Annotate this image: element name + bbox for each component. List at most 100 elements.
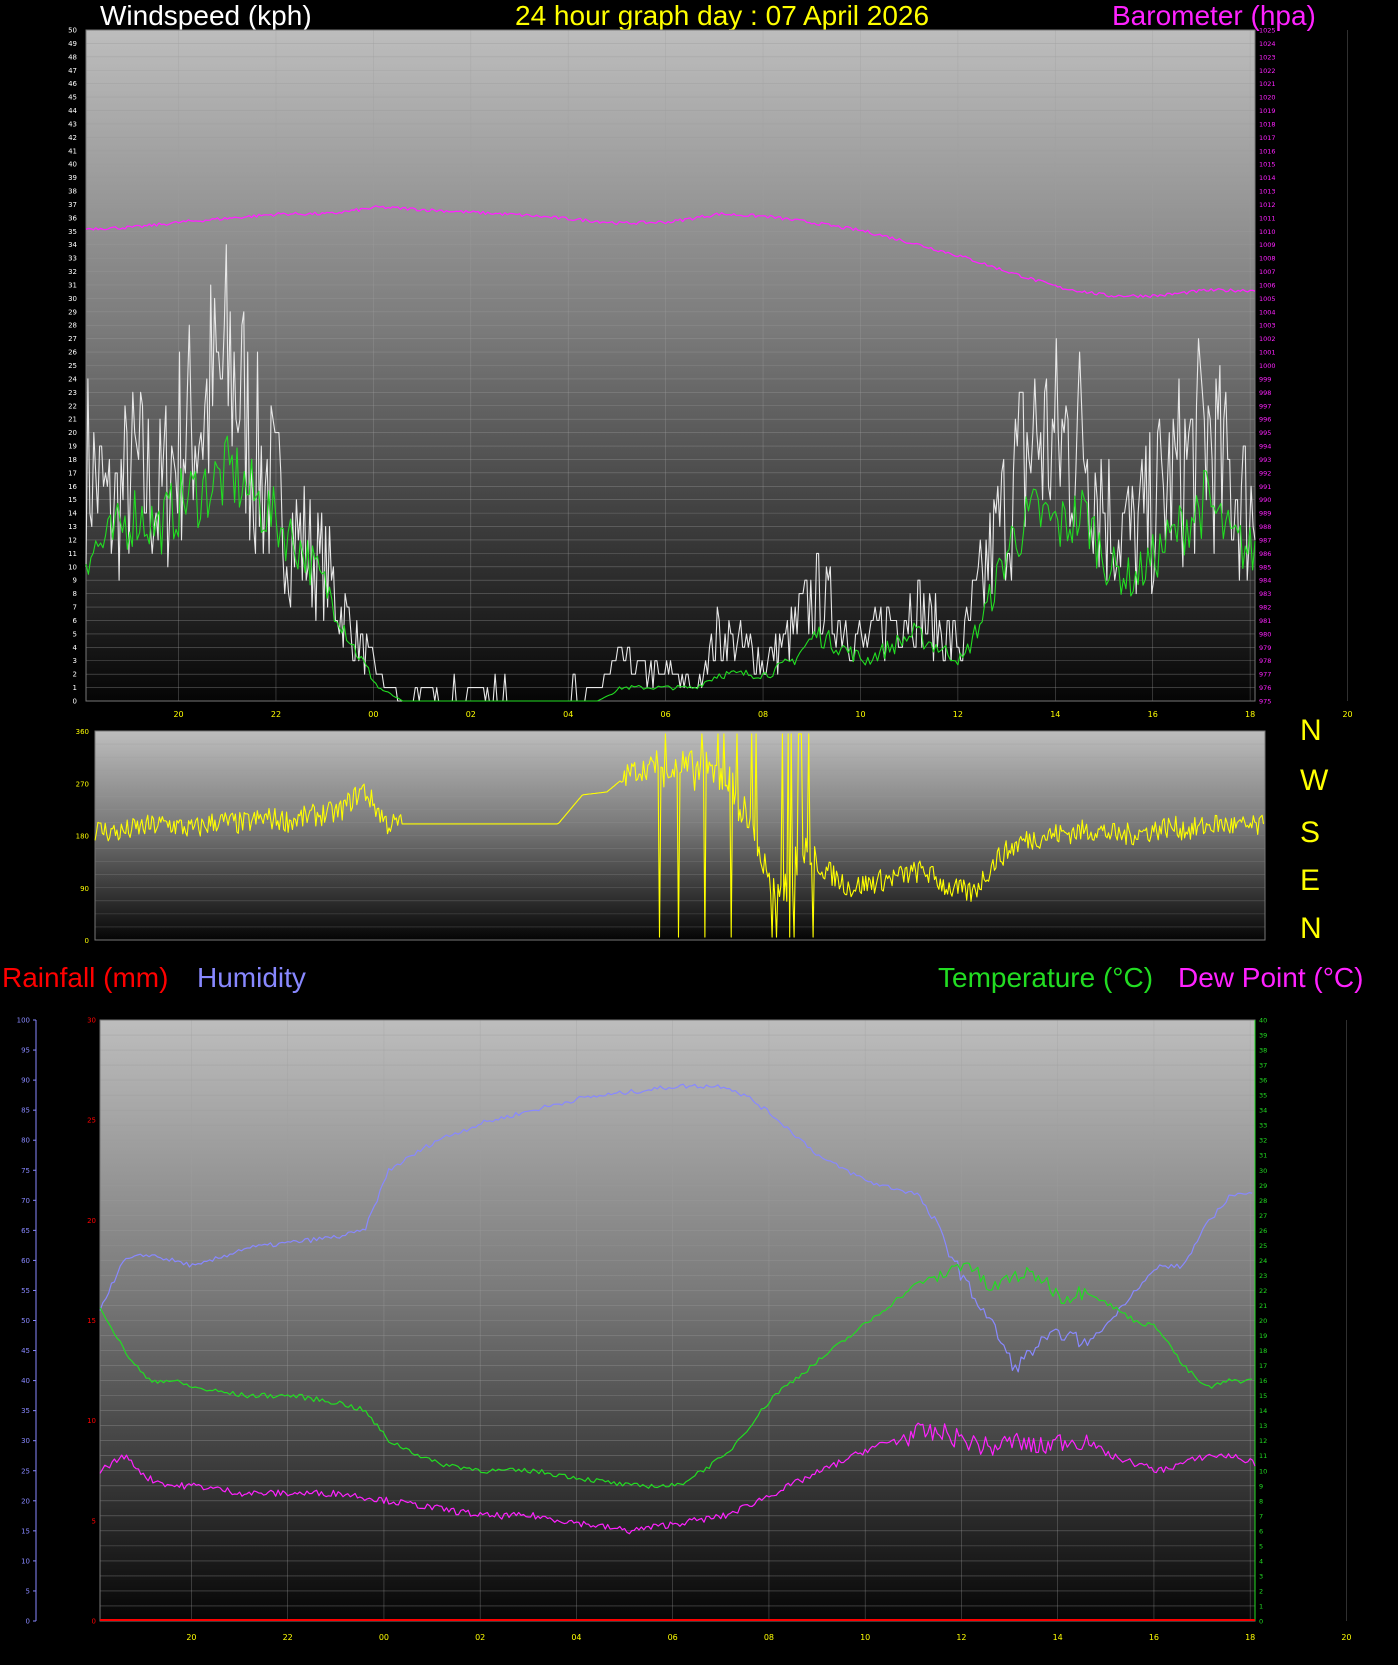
wind-y-tick: 5 xyxy=(73,630,77,638)
baro-y-tick: 1015 xyxy=(1259,161,1276,169)
wind-direction-line xyxy=(94,733,1265,938)
baro-y-tick: 990 xyxy=(1259,496,1271,504)
wind-panel-x-tick: 20 xyxy=(1342,710,1352,719)
wind-y-tick: 12 xyxy=(68,536,77,544)
dewpoint-line xyxy=(99,1422,1256,1535)
wind-y-tick: 48 xyxy=(68,53,77,61)
baro-y-tick: 1011 xyxy=(1259,214,1276,222)
wind-y-tick: 20 xyxy=(68,429,77,437)
climate-panel-x-tick: 20 xyxy=(1341,1633,1351,1642)
wind-y-tick: 44 xyxy=(68,107,77,115)
wind-panel-x-tick: 16 xyxy=(1148,710,1158,719)
baro-y-tick: 999 xyxy=(1259,375,1271,383)
baro-y-tick: 1008 xyxy=(1259,255,1276,263)
baro-y-tick: 1024 xyxy=(1259,40,1276,48)
dew-title: Dew Point (°C) xyxy=(1178,962,1364,993)
temp-y-tick: 21 xyxy=(1259,1302,1267,1310)
temp-y-tick: 25 xyxy=(1259,1242,1267,1250)
baro-y-tick: 975 xyxy=(1259,698,1271,706)
humidity-y-tick: 65 xyxy=(21,1227,30,1235)
climate-panel-x-tick: 22 xyxy=(283,1633,293,1642)
temp-y-tick: 2 xyxy=(1259,1587,1263,1595)
temp-y-tick: 22 xyxy=(1259,1287,1267,1295)
rain-y-tick: 5 xyxy=(92,1517,96,1525)
temp-y-tick: 13 xyxy=(1259,1422,1267,1430)
temp-y-tick: 28 xyxy=(1259,1197,1267,1205)
compass-n-bottom: N xyxy=(1300,912,1322,945)
temp-y-tick: 7 xyxy=(1259,1512,1263,1520)
baro-y-tick: 994 xyxy=(1259,443,1271,451)
temp-y-tick: 4 xyxy=(1259,1557,1263,1565)
temp-y-tick: 15 xyxy=(1259,1392,1267,1400)
humidity-y-tick: 60 xyxy=(21,1257,30,1265)
wind-y-tick: 42 xyxy=(68,134,77,142)
wind-y-tick: 15 xyxy=(68,496,77,504)
wind-y-tick: 33 xyxy=(68,255,77,263)
humidity-y-tick: 20 xyxy=(21,1497,30,1505)
baro-y-tick: 995 xyxy=(1259,429,1271,437)
rain-y-tick: 25 xyxy=(87,1117,96,1125)
temp-y-tick: 37 xyxy=(1259,1062,1267,1070)
temp-y-tick: 35 xyxy=(1259,1092,1267,1100)
wind-y-tick: 7 xyxy=(73,604,77,612)
wind-y-tick: 0 xyxy=(73,698,77,706)
temp-y-tick: 38 xyxy=(1259,1047,1267,1055)
wind-panel-x-tick: 04 xyxy=(563,710,573,719)
temp-y-tick: 19 xyxy=(1259,1332,1267,1340)
wind-y-tick: 4 xyxy=(73,644,78,652)
wind-y-tick: 18 xyxy=(68,456,77,464)
baro-y-tick: 982 xyxy=(1259,604,1271,612)
baro-y-tick: 1017 xyxy=(1259,134,1276,142)
temp-y-tick: 3 xyxy=(1259,1572,1263,1580)
wind-panel-x-tick: 14 xyxy=(1050,710,1060,719)
humidity-y-tick: 10 xyxy=(21,1557,30,1565)
wind-y-tick: 9 xyxy=(73,577,77,585)
wind-y-tick: 2 xyxy=(73,671,77,679)
wind-panel-x-tick: 00 xyxy=(368,710,378,719)
baro-y-tick: 1016 xyxy=(1259,147,1276,155)
wind-panel-x-tick: 12 xyxy=(953,710,963,719)
rain-y-tick: 20 xyxy=(87,1217,96,1225)
direction-y-tick: 270 xyxy=(76,780,89,788)
wind-y-tick: 16 xyxy=(68,483,77,491)
humidity-y-tick: 85 xyxy=(21,1107,30,1115)
wind-y-tick: 23 xyxy=(68,389,77,397)
direction-panel-background xyxy=(95,731,1265,940)
temp-y-tick: 27 xyxy=(1259,1212,1267,1220)
baro-y-tick: 984 xyxy=(1259,577,1271,585)
temp-y-tick: 5 xyxy=(1259,1542,1263,1550)
humidity-y-tick: 75 xyxy=(21,1167,30,1175)
wind-y-tick: 13 xyxy=(68,523,77,531)
baro-y-tick: 977 xyxy=(1259,671,1271,679)
wind-panel-x-tick: 20 xyxy=(173,710,183,719)
wind-gust-line xyxy=(85,244,1256,702)
wind-y-tick: 35 xyxy=(68,228,77,236)
baro-y-tick: 981 xyxy=(1259,617,1271,625)
wind-y-tick: 28 xyxy=(68,322,77,330)
baro-y-tick: 1010 xyxy=(1259,228,1276,236)
wind-y-tick: 3 xyxy=(73,657,77,665)
wind-y-tick: 46 xyxy=(68,80,77,88)
temp-title: Temperature (°C) xyxy=(938,962,1154,993)
baro-y-tick: 985 xyxy=(1259,563,1271,571)
wind-y-tick: 40 xyxy=(68,161,77,169)
wind-panel-x-tick: 10 xyxy=(855,710,865,719)
wind-y-tick: 41 xyxy=(68,147,77,155)
wind-y-tick: 31 xyxy=(68,281,77,289)
climate-panel-x-tick: 12 xyxy=(956,1633,966,1642)
wind-title: Windspeed (kph) xyxy=(100,0,312,31)
baro-y-tick: 1004 xyxy=(1259,308,1276,316)
baro-y-tick: 988 xyxy=(1259,523,1271,531)
compass-w: W xyxy=(1300,764,1329,797)
baro-y-tick: 1018 xyxy=(1259,120,1276,128)
temp-y-tick: 23 xyxy=(1259,1272,1267,1280)
baro-y-tick: 979 xyxy=(1259,644,1271,652)
humidity-title: Humidity xyxy=(197,962,306,993)
humidity-y-tick: 95 xyxy=(21,1047,30,1055)
baro-title: Barometer (hpa) xyxy=(1112,0,1316,31)
baro-y-tick: 1013 xyxy=(1259,188,1276,196)
humidity-line xyxy=(99,1083,1253,1373)
temp-y-tick: 17 xyxy=(1259,1362,1267,1370)
compass-e: E xyxy=(1300,864,1321,897)
humidity-y-tick: 15 xyxy=(21,1527,30,1535)
